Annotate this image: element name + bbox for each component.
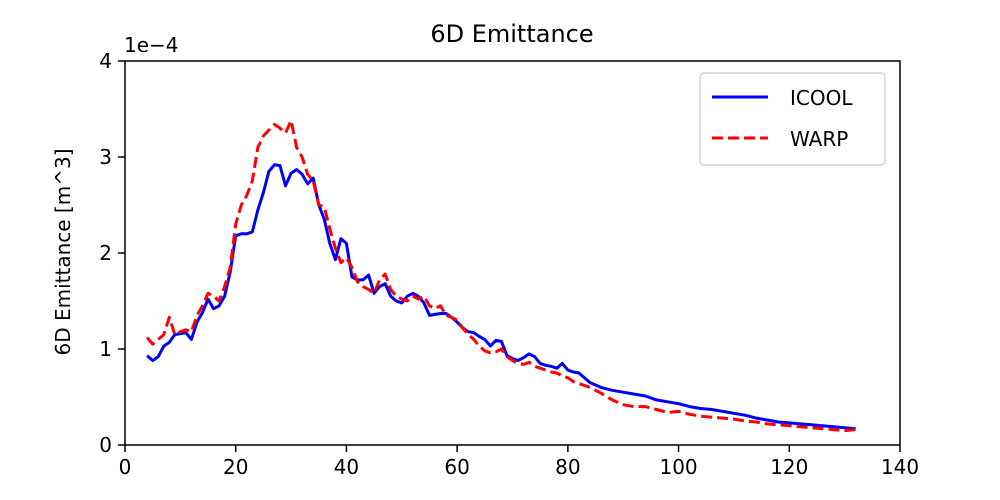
x-tick-label: 40 (334, 455, 359, 479)
x-tick-label: 20 (223, 455, 248, 479)
y-axis-ticks: 0 1 2 3 4 (99, 49, 125, 457)
x-tick-label: 0 (119, 455, 132, 479)
x-tick-label: 60 (444, 455, 469, 479)
y-tick-label: 1 (99, 337, 112, 361)
legend-label-icool: ICOOL (790, 86, 853, 110)
x-tick-label: 140 (881, 455, 919, 479)
series-line-warp (145, 119, 856, 433)
y-axis-label: 6D Emittance [m^3] (51, 148, 75, 355)
y-tick-label: 2 (99, 241, 112, 265)
x-tick-label: 100 (659, 455, 697, 479)
x-tick-label: 120 (770, 455, 808, 479)
y-tick-label: 0 (99, 433, 112, 457)
x-axis-ticks: 0 20 40 60 80 100 120 140 (119, 445, 919, 479)
series-line-icool (146, 163, 856, 431)
plot-lines (145, 119, 856, 433)
legend: ICOOL WARP (699, 72, 886, 166)
legend-label-warp: WARP (790, 127, 848, 151)
chart-title: 6D Emittance (430, 20, 593, 48)
y-offset-label: 1e−4 (124, 33, 179, 57)
y-tick-label: 3 (99, 145, 112, 169)
y-tick-label: 4 (99, 49, 112, 73)
x-tick-label: 80 (555, 455, 580, 479)
